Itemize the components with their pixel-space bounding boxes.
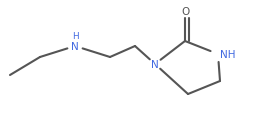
Text: NH: NH: [220, 50, 235, 59]
Text: O: O: [181, 7, 189, 17]
Text: N: N: [71, 42, 79, 52]
Text: N: N: [151, 59, 159, 69]
Text: H: H: [72, 32, 78, 41]
